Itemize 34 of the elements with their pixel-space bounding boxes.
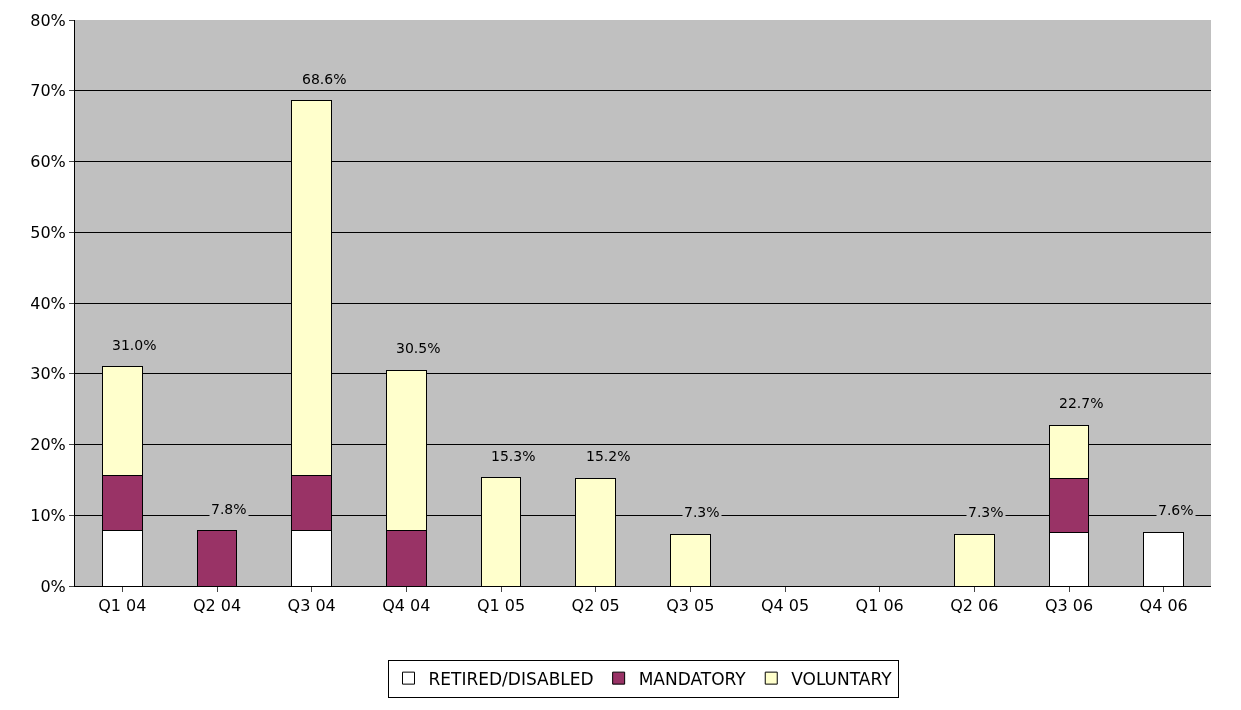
x-tick-label: Q2 06 [950,596,999,616]
y-tick-label: 60% [30,152,66,172]
x-tick-label: Q4 06 [1139,596,1188,616]
total-label: 15.2% [586,448,631,464]
total-label: 68.6% [302,71,347,87]
total-label: 7.3% [684,504,720,520]
y-tick-label: 20% [30,435,66,455]
x-tick-label: Q1 04 [98,596,147,616]
total-label: 22.7% [1059,395,1104,411]
total-label: 7.6% [1158,502,1194,518]
total-label: 7.3% [968,504,1004,520]
total-label: 7.8% [211,501,247,517]
y-tick-label: 30% [30,364,66,384]
y-tick-label: 70% [30,81,66,101]
y-tick-label: 10% [30,505,66,525]
total-label: 15.3% [491,448,536,464]
x-tick-label: Q2 05 [571,596,620,616]
total-label: 30.5% [396,340,441,356]
y-tick-label: 40% [30,293,66,313]
legend-label: VOLUNTARY [791,668,893,689]
x-tick-label: Q4 04 [382,596,431,616]
y-tick-label: 50% [30,222,66,242]
x-tick-label: Q3 06 [1044,596,1094,616]
x-tick-label: Q3 04 [287,596,336,616]
legend-label: MANDATORY [638,668,747,689]
x-tick-label: Q3 05 [666,596,715,616]
x-tick-label: Q2 04 [192,596,242,616]
x-tick-label: Q1 05 [476,596,526,616]
legend-label: RETIRED/DISABLED [428,668,594,689]
total-label: 31.0% [112,337,157,353]
y-tick-label: 0% [40,576,66,596]
y-tick-label: 80% [30,10,66,30]
x-tick-label: Q1 06 [855,596,904,616]
x-tick-label: Q4 05 [760,596,810,616]
